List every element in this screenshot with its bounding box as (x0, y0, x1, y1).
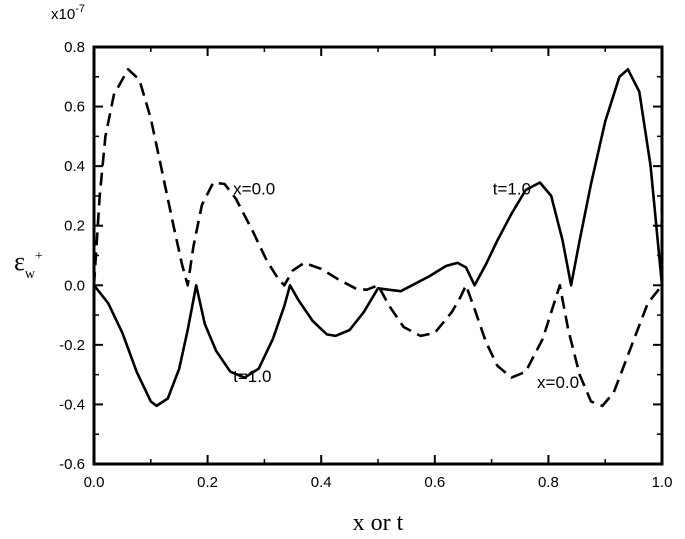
plot-frame (92, 45, 664, 466)
x-axis-ticks: 0.0 0.2 0.4 0.6 0.8 1.0 (84, 47, 673, 491)
y-axis-title-sub: w (25, 267, 36, 282)
scale-label: x10-7 (51, 3, 85, 23)
series-group (92, 68, 664, 408)
y-tick-label: 0.4 (64, 158, 85, 175)
y-tick-label: -0.2 (59, 337, 85, 354)
y-tick-label: 0.8 (64, 39, 85, 56)
y-axis-ticks: -0.6 -0.4 -0.2 0.0 0.2 0.4 0.6 0.8 (59, 39, 662, 473)
y-tick-label: -0.6 (59, 456, 85, 473)
dashed-series-line (92, 68, 664, 408)
y-axis-title-sup: + (35, 249, 43, 264)
solid-series-line (92, 68, 664, 408)
x-tick-label: 1.0 (652, 474, 673, 491)
x-tick-label: 0.2 (197, 474, 218, 491)
curve-annotation: t=1.0 (233, 367, 271, 386)
y-tick-label: 0.2 (64, 218, 85, 235)
curve-annotation: x=0.0 (233, 179, 275, 198)
y-axis-title-base: ε (14, 247, 25, 276)
y-tick-label: 0.6 (64, 99, 85, 116)
x-tick-label: 0.4 (311, 474, 332, 491)
curve-annotation: t=1.0 (493, 179, 531, 198)
svg-text:εw+: εw + (14, 247, 43, 282)
x-tick-label: 0.6 (424, 474, 445, 491)
x-tick-label: 0.8 (538, 474, 559, 491)
y-tick-label: -0.4 (59, 396, 85, 413)
curve-annotation: x=0.0 (537, 373, 579, 392)
annotations: x=0.0 t=1.0 t=1.0 x=0.0 (233, 179, 579, 392)
x-axis-title: x or t (353, 510, 404, 536)
y-axis-title: εw + (14, 247, 43, 282)
y-tick-label: 0.0 (64, 277, 85, 294)
scale-exponent: -7 (75, 3, 85, 15)
x-tick-label: 0.0 (84, 474, 105, 491)
